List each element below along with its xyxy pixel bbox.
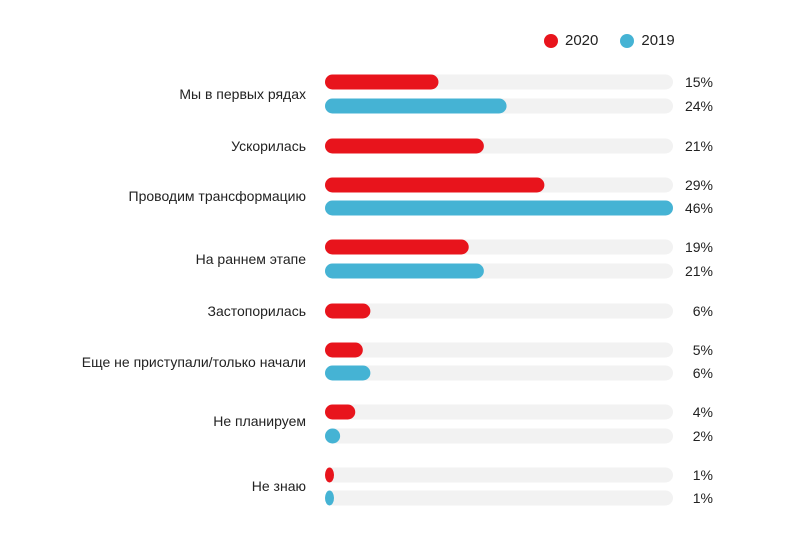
legend-item-2020: 2020 <box>544 32 598 49</box>
chart-legend: 2020 2019 <box>544 32 675 49</box>
value-label-2019: 24% <box>685 98 713 114</box>
legend-dot-2020 <box>544 33 558 48</box>
category-label: Еще не приступали/только начали <box>82 354 306 370</box>
bar-track <box>325 490 673 506</box>
value-label-2020: 6% <box>693 303 713 319</box>
value-label-2020: 19% <box>685 239 713 255</box>
bar-track <box>325 342 673 358</box>
bar-2020 <box>325 303 371 319</box>
value-label-2019: 21% <box>685 263 713 279</box>
bar-track <box>325 467 673 483</box>
value-label-2020: 4% <box>693 404 713 420</box>
value-label-2020: 5% <box>693 342 713 358</box>
bar-2020 <box>325 467 334 483</box>
legend-item-2019: 2019 <box>620 32 675 49</box>
bar-2019 <box>325 200 673 216</box>
bar-track <box>325 303 673 319</box>
value-label-2019: 1% <box>693 490 713 506</box>
value-label-2019: 46% <box>685 200 713 216</box>
category-label: Мы в первых рядах <box>179 86 306 102</box>
bar-2020 <box>325 404 356 420</box>
category-label: Не планируем <box>213 413 306 429</box>
category-label: Ускорилась <box>231 138 306 154</box>
bar-2019 <box>325 428 341 444</box>
value-label-2020: 15% <box>685 74 713 90</box>
legend-label-2020: 2020 <box>565 32 599 49</box>
bar-track <box>325 428 673 444</box>
legend-dot-2019 <box>620 33 635 48</box>
bar-track <box>325 404 673 420</box>
value-label-2020: 1% <box>693 467 713 483</box>
legend-label-2019: 2019 <box>641 32 675 49</box>
bar-track <box>325 365 673 381</box>
bar-2020 <box>325 342 363 358</box>
bar-2019 <box>325 263 484 279</box>
value-label-2020: 21% <box>685 138 713 154</box>
bar-2020 <box>325 239 469 255</box>
bar-2019 <box>325 98 507 114</box>
category-label: На раннем этапе <box>196 251 307 267</box>
category-label: Не знаю <box>252 478 306 494</box>
bar-2019 <box>325 490 334 506</box>
value-label-2019: 2% <box>693 428 713 444</box>
bar-2019 <box>325 365 371 381</box>
category-label: Проводим трансформацию <box>129 188 306 204</box>
bar-2020 <box>325 74 439 90</box>
value-label-2019: 6% <box>693 365 713 381</box>
bar-2020 <box>325 138 484 154</box>
bar-2020 <box>325 177 545 193</box>
category-label: Застопорилась <box>207 303 306 319</box>
value-label-2020: 29% <box>685 177 713 193</box>
